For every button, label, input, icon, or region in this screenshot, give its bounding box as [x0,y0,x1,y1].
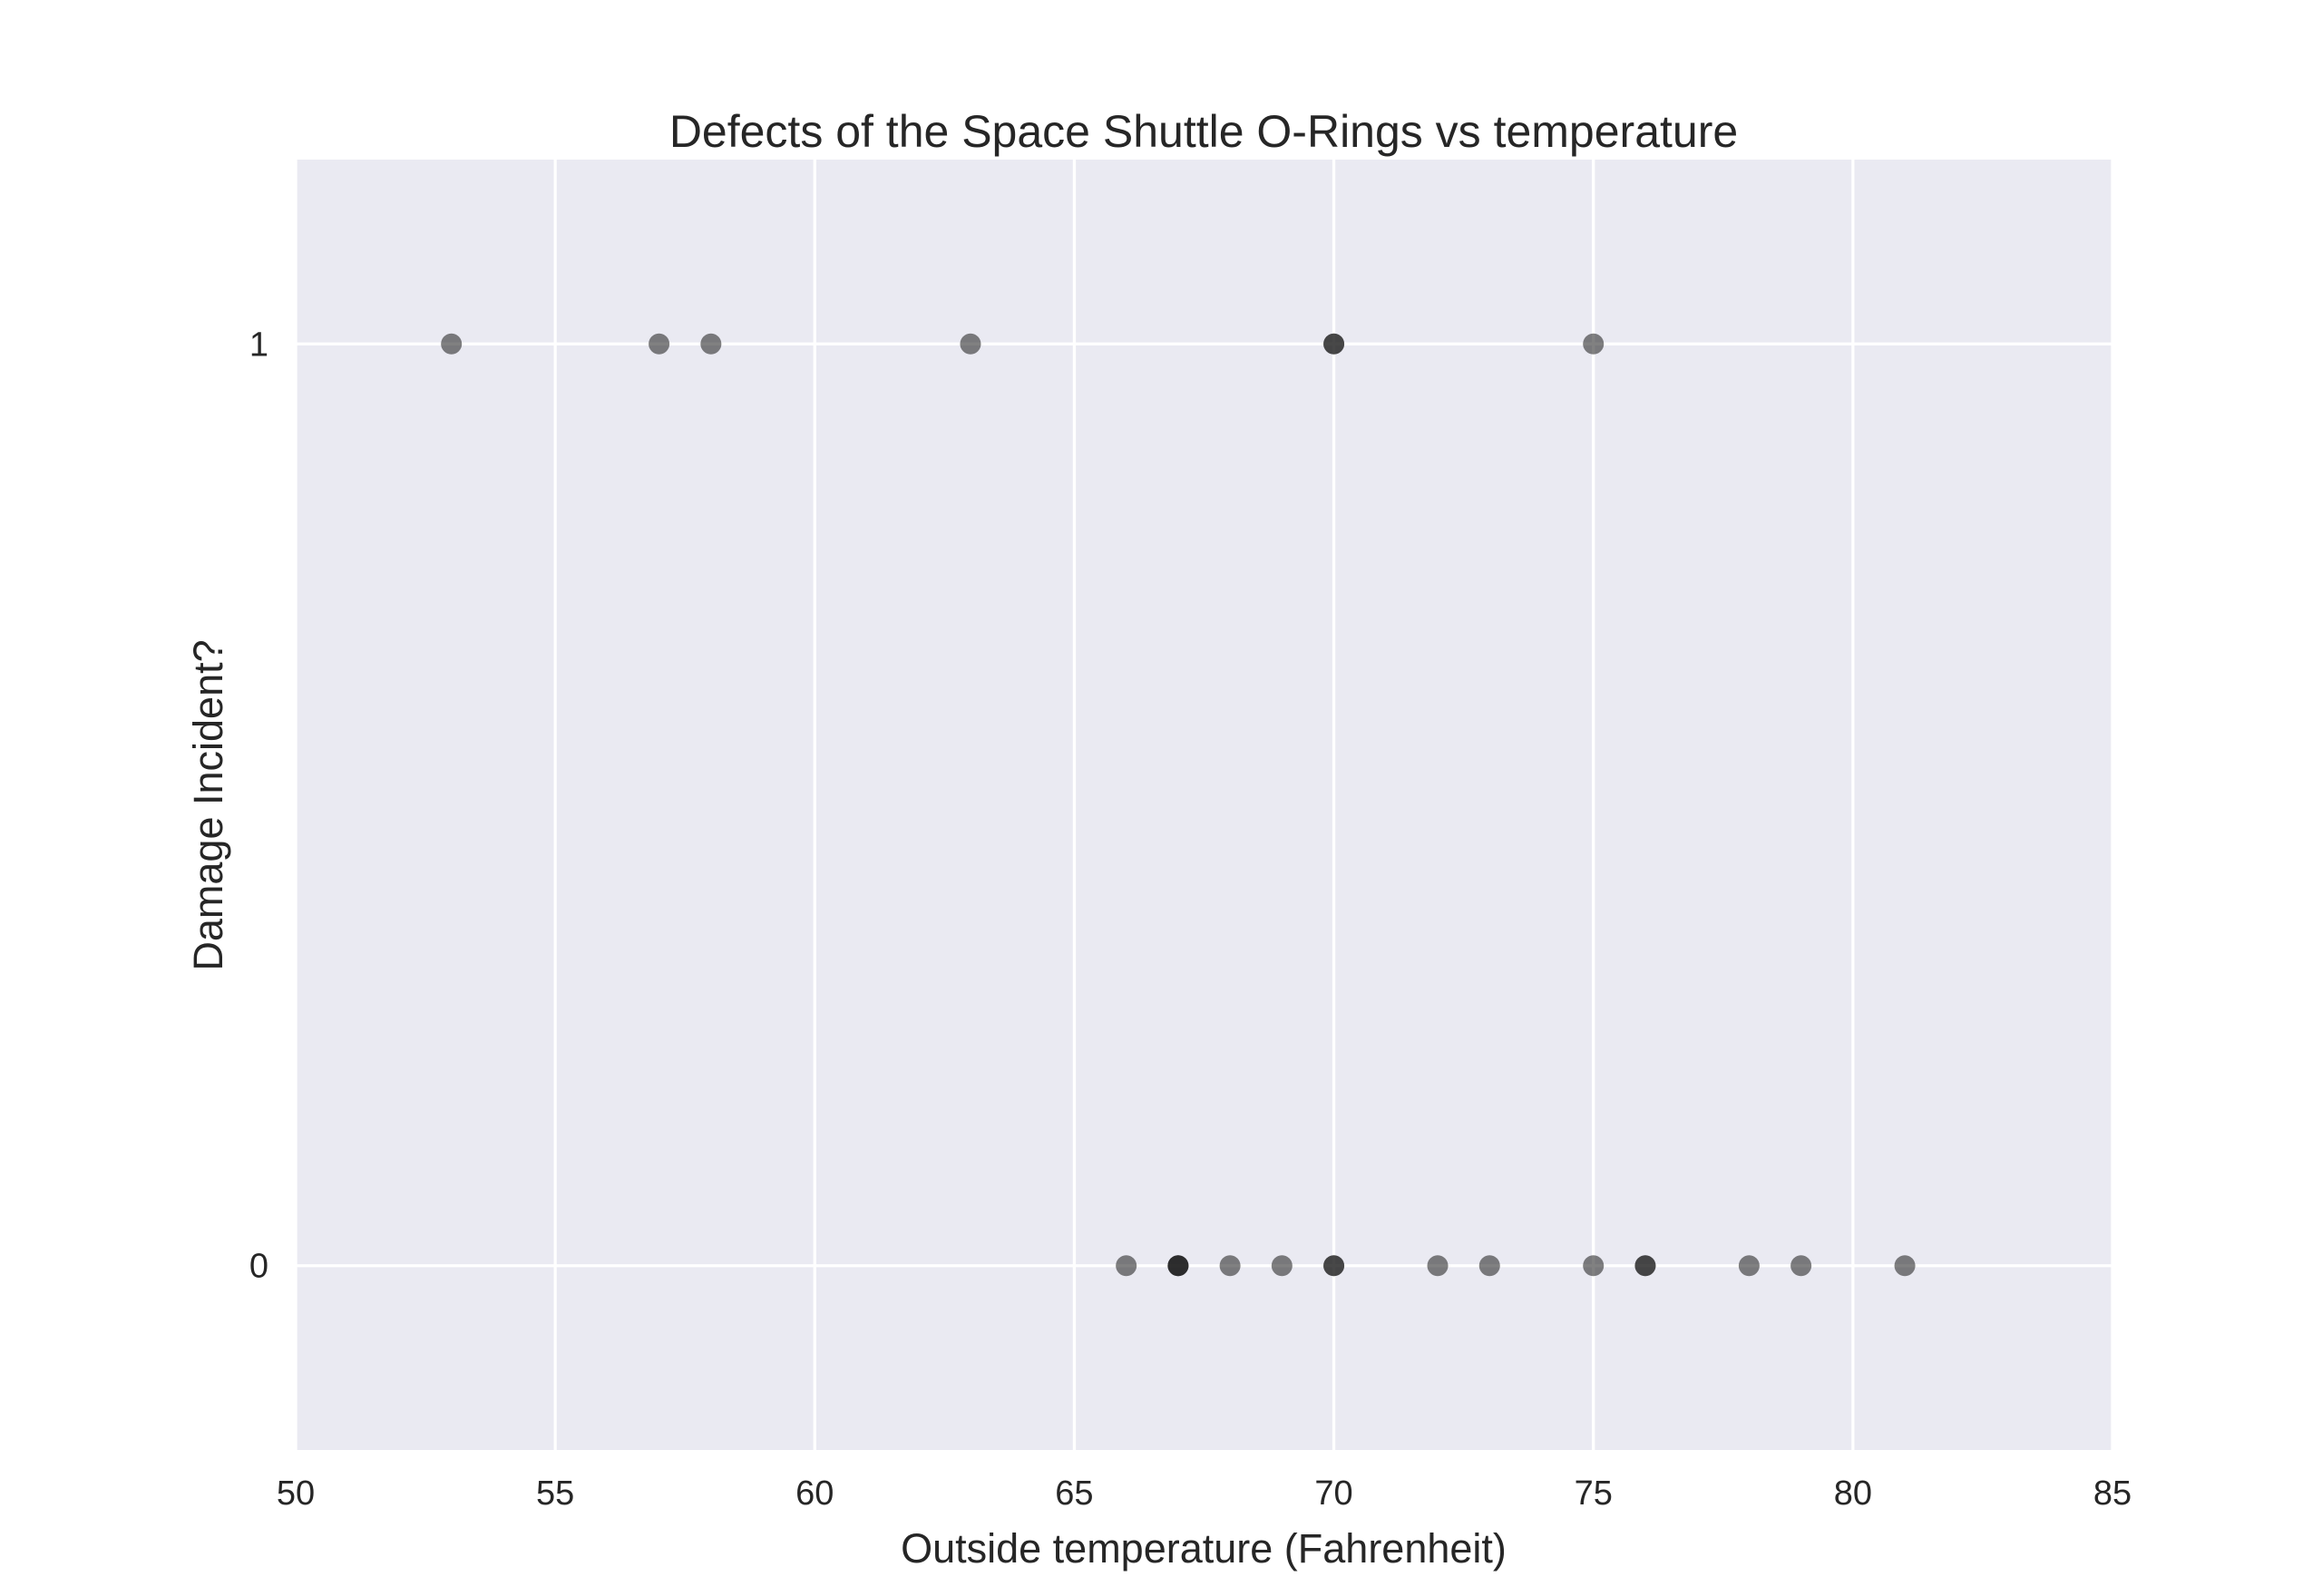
scatter-point [1478,1255,1500,1277]
y-tick-label: 1 [249,326,268,364]
scatter-point [1738,1255,1760,1277]
scatter-point [441,333,463,355]
scatter-point [1790,1255,1812,1277]
scatter-point [1583,333,1605,355]
x-tick-label: 60 [795,1474,834,1513]
chart-title: Defects of the Space Shuttle O-Rings vs … [669,106,1738,157]
x-tick-label: 50 [277,1474,315,1513]
scatter-point [1583,1255,1605,1277]
y-tick-label: 0 [249,1248,268,1286]
x-tick-label: 65 [1055,1474,1093,1513]
x-tick-label: 70 [1314,1474,1352,1513]
scatter-point [700,333,722,355]
scatter-point [1427,1255,1449,1277]
scatter-point [1323,1255,1345,1277]
x-tick-label: 75 [1575,1474,1613,1513]
scatter-point [960,333,981,355]
scatter-point [1271,1255,1293,1277]
scatter-points [441,333,1916,1277]
y-axis-label: Damage Incident? [185,639,231,970]
scatter-point [1116,1255,1137,1277]
scatter-point [1219,1255,1241,1277]
scatter-point [649,333,670,355]
x-tick-label: 80 [1834,1474,1872,1513]
x-axis-label: Outside temperature (Fahrenheit) [901,1525,1507,1572]
scatter-point [1323,333,1345,355]
plot-area [296,160,2112,1450]
scatter-point [1634,1255,1656,1277]
scatter-point [1167,1255,1189,1277]
scatter-point [1894,1255,1916,1277]
x-tick-label: 55 [536,1474,574,1513]
tick-labels: 50 55 60 65 70 75 80 85 0 1 [249,326,2132,1513]
x-tick-label: 85 [2093,1474,2132,1513]
